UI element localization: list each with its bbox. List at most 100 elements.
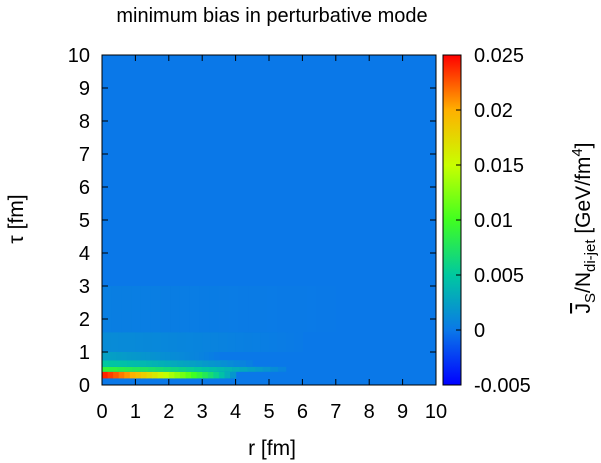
heatmap-cell — [277, 286, 288, 333]
heatmap-cell — [316, 286, 327, 333]
heatmap-cell — [160, 286, 171, 333]
y-tick-label: 8 — [79, 111, 90, 133]
heatmap-cell — [262, 366, 271, 372]
heatmap-cell — [136, 352, 142, 361]
heatmap-cell — [202, 371, 209, 379]
heatmap-cell — [124, 371, 131, 379]
heatmap-cell — [114, 360, 122, 367]
heatmap-cell — [126, 352, 132, 361]
heatmap-cell — [326, 286, 337, 333]
heatmap-cell — [196, 371, 203, 379]
heatmap-cell — [209, 366, 218, 372]
heatmap-cell — [207, 371, 214, 379]
heatmap-cell — [257, 286, 269, 333]
heatmap-cell — [174, 371, 181, 379]
heatmap-cell — [218, 332, 228, 352]
heatmap-cell — [102, 371, 109, 379]
y-tick-label: 2 — [79, 309, 90, 331]
heatmap-cell — [255, 366, 264, 372]
x-tick-label: 6 — [297, 401, 308, 423]
heatmap-cell — [145, 352, 152, 361]
heatmap-cell — [106, 352, 113, 361]
colorbar-tick-label: 0.015 — [474, 155, 524, 177]
heatmap-cell — [117, 366, 126, 372]
heatmap-cell — [152, 332, 162, 352]
heatmap-cell — [248, 286, 259, 333]
heatmap-cell — [193, 366, 203, 372]
heatmap-cell — [139, 360, 147, 367]
heatmap-cell — [189, 286, 201, 333]
y-tick-label: 9 — [79, 78, 90, 100]
heatmap-cell — [296, 286, 308, 333]
heatmap-cell — [111, 352, 118, 361]
x-tick-label: 5 — [263, 401, 274, 423]
heatmap-cell — [170, 352, 176, 361]
heatmap-cell — [170, 286, 181, 333]
heatmap-cell — [118, 332, 128, 352]
heatmap-cell — [184, 352, 191, 361]
heatmap-cell — [163, 371, 170, 379]
y-tick-label: 7 — [79, 144, 90, 166]
heatmap-cell — [191, 371, 198, 379]
y-tick-label: 1 — [79, 342, 90, 364]
y-axis: 0 1 2 3 4 5 6 7 8 9 10 — [68, 45, 436, 397]
heatmap-cell — [118, 371, 125, 379]
heatmap-cell — [131, 286, 142, 333]
heatmap-cell — [201, 366, 210, 372]
heatmap-cell — [233, 360, 241, 367]
heatmap-cell — [157, 371, 164, 379]
colorbar-tick-label: 0 — [474, 320, 485, 342]
colorbar-tick-label: -0.005 — [474, 375, 531, 397]
colorbar-label-close: ] — [572, 142, 595, 148]
heatmap-plot-area — [101, 54, 437, 386]
heatmap-cell — [102, 332, 111, 352]
heatmap-cell — [252, 332, 262, 352]
heatmap-cell — [150, 286, 162, 333]
heatmap-cell — [209, 352, 215, 361]
heatmap-cell — [218, 371, 226, 379]
colorbar-label: JS/Ndi-jet [GeV/fm4] — [569, 142, 599, 313]
x-tick-label: 8 — [364, 401, 375, 423]
heatmap-cell — [213, 371, 220, 379]
heatmap-cell — [214, 352, 220, 361]
heatmap-cell — [183, 360, 191, 367]
heatmap-cell — [195, 360, 203, 367]
heatmap-cell — [108, 360, 116, 367]
heatmap-cell — [270, 366, 279, 372]
heatmap-cell — [102, 366, 111, 372]
heatmap-cell — [152, 371, 159, 379]
heatmap-cell — [193, 332, 203, 352]
heatmap-cell — [227, 332, 237, 352]
heatmap-cell — [160, 352, 166, 361]
heatmap-cell — [155, 366, 164, 372]
heatmap-cell — [179, 371, 187, 379]
heatmap-cell — [110, 332, 120, 352]
colorbar-axis: -0.005 0 0.005 0.01 0.015 0.02 0.025 — [456, 45, 531, 397]
heatmap-cell — [239, 366, 249, 372]
heatmap-cell — [132, 366, 141, 372]
heatmap-cell — [287, 286, 298, 333]
heatmap-cell — [189, 352, 196, 361]
heatmap-cell — [143, 332, 153, 352]
heatmap-cell — [145, 360, 153, 367]
x-tick-label: 10 — [425, 401, 447, 423]
heatmap-cell — [113, 371, 120, 379]
y-tick-label: 3 — [79, 276, 90, 298]
heatmap-cell — [278, 366, 287, 372]
colorbar-label-main: J — [572, 303, 595, 314]
heatmap-cell — [158, 360, 166, 367]
heatmap-cell — [102, 360, 109, 367]
heatmap-cell — [160, 332, 170, 352]
colorbar-label-slash: /N — [572, 272, 595, 293]
heatmap-cell — [133, 360, 141, 367]
heatmap-cell — [121, 352, 127, 361]
x-tick-label: 4 — [230, 401, 241, 423]
colorbar-tick-label: 0.02 — [474, 100, 513, 122]
heatmap-cell — [239, 360, 247, 367]
heatmap-cell — [177, 360, 185, 367]
heatmap-cell — [277, 332, 287, 352]
heatmap-cell — [202, 360, 210, 367]
heatmap-cell — [194, 352, 201, 361]
heatmap-cell — [209, 286, 220, 333]
heatmap-cell — [116, 352, 123, 361]
